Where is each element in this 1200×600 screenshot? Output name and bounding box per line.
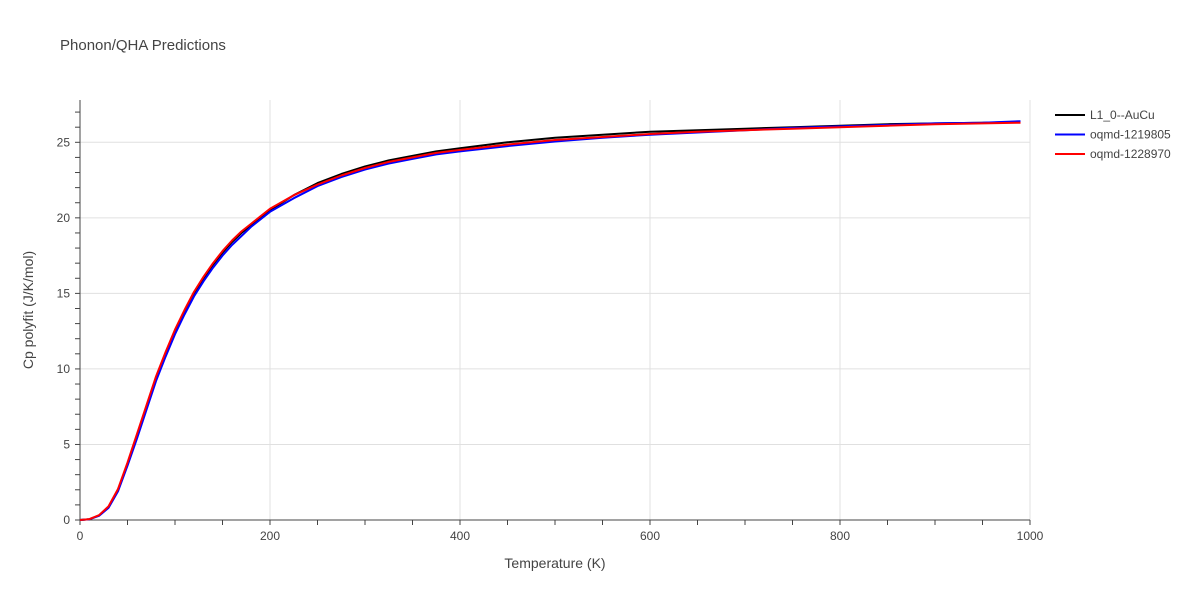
x-tick-label: 200	[260, 529, 280, 543]
x-tick-label: 1000	[1017, 529, 1044, 543]
plot-area[interactable]	[79, 120, 1021, 521]
x-tick-label: 600	[640, 529, 660, 543]
legend[interactable]: L1_0--AuCu oqmd-1219805 oqmd-1228970	[1055, 108, 1171, 161]
series-line-L1_0--AuCu[interactable]	[79, 120, 1021, 521]
y-tick-label: 0	[63, 513, 70, 527]
axes: 0 200 400 600 800 1000 0 5 10 15 20 25	[57, 100, 1044, 543]
x-axis-title: Temperature (K)	[504, 555, 605, 571]
y-axis-title: Cp polyfit (J/K/mol)	[20, 251, 36, 369]
y-tick-label: 15	[57, 286, 71, 300]
y-tick-label: 20	[57, 211, 71, 225]
series-line-oqmd-1219805[interactable]	[79, 120, 1021, 521]
legend-item[interactable]: L1_0--AuCu	[1055, 108, 1155, 122]
legend-label: L1_0--AuCu	[1090, 108, 1155, 122]
legend-label: oqmd-1228970	[1090, 147, 1171, 161]
x-tick-label: 400	[450, 529, 470, 543]
x-tick-label: 0	[77, 529, 84, 543]
legend-item[interactable]: oqmd-1228970	[1055, 147, 1171, 161]
series-line-oqmd-1228970[interactable]	[79, 121, 1021, 521]
y-tick-label: 10	[57, 362, 71, 376]
y-tick-label: 25	[57, 135, 71, 149]
grid	[80, 100, 1031, 520]
legend-item[interactable]: oqmd-1219805	[1055, 128, 1171, 142]
y-tick-label: 5	[63, 437, 70, 451]
chart-title: Phonon/QHA Predictions	[60, 37, 226, 54]
legend-label: oqmd-1219805	[1090, 128, 1171, 142]
x-tick-label: 800	[830, 529, 850, 543]
